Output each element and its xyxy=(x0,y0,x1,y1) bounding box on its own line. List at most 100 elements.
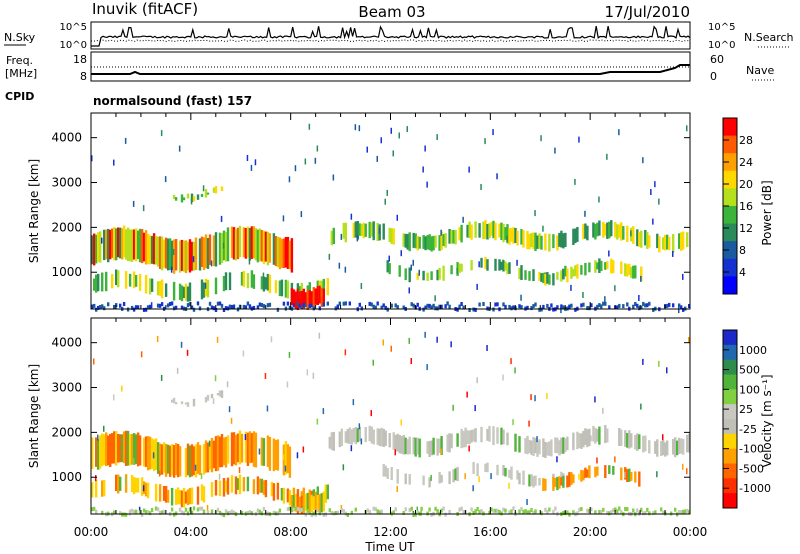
power-cell xyxy=(600,260,603,271)
velocity-cell xyxy=(528,474,531,487)
velocity-cell xyxy=(674,437,677,458)
power-cell xyxy=(516,230,519,246)
power-cell xyxy=(564,265,567,277)
power-cell xyxy=(172,281,176,301)
velocity-cell xyxy=(218,473,221,480)
velocity-cell xyxy=(384,430,387,446)
velocity-cell xyxy=(682,509,685,514)
velocity-cell xyxy=(226,477,230,495)
power-cell xyxy=(558,232,561,247)
velocity-cell xyxy=(512,506,515,511)
velocity-cell xyxy=(276,439,280,471)
velocity-cell xyxy=(536,440,539,457)
velocity-yticks: 1000 2000 3000 4000 xyxy=(51,336,690,484)
velocity-cell xyxy=(424,331,426,338)
power-cell xyxy=(452,230,455,244)
power-cell xyxy=(124,229,128,260)
velocity-cell xyxy=(332,431,335,451)
power-cell xyxy=(101,237,103,244)
velocity-cell xyxy=(158,443,162,475)
freq-tick-bottom: 8 xyxy=(80,70,87,83)
velocity-cell xyxy=(216,336,219,343)
velocity-cell xyxy=(662,434,664,441)
velocity-cell xyxy=(194,464,197,471)
power-cell xyxy=(158,280,162,296)
power-cell xyxy=(644,230,647,246)
power-cell xyxy=(105,271,108,292)
power-cell xyxy=(362,222,365,239)
power-cell xyxy=(430,305,433,310)
velocity-cell xyxy=(196,442,200,474)
velocity-cell xyxy=(214,479,218,496)
velocity-cell xyxy=(126,430,130,466)
power-cell xyxy=(492,129,494,136)
power-cell xyxy=(508,304,511,309)
velocity-cell xyxy=(686,468,688,475)
power-yticks: 1000 2000 3000 4000 xyxy=(51,131,690,279)
power-cell xyxy=(308,123,311,130)
velocity-cell xyxy=(286,488,290,503)
power-cell xyxy=(170,301,174,306)
velocity-cell xyxy=(272,510,276,515)
power-cell xyxy=(216,301,220,306)
nave-label: Nave xyxy=(746,64,774,77)
velocity-cell xyxy=(448,471,451,485)
power-cell xyxy=(460,224,463,243)
velocity-cell xyxy=(428,440,431,457)
power-cell xyxy=(524,270,527,280)
power-cell xyxy=(530,306,533,311)
velocity-cell xyxy=(238,474,242,495)
power-cell xyxy=(286,280,290,299)
power-cell xyxy=(119,303,122,308)
power-cell xyxy=(140,229,144,264)
velocity-cell xyxy=(328,436,331,449)
power-cell xyxy=(178,145,181,152)
power-cell xyxy=(532,232,535,249)
velocity-cell xyxy=(340,505,343,511)
power-cell xyxy=(344,222,347,243)
velocity-cell xyxy=(162,442,166,473)
velocity-cell xyxy=(462,431,465,448)
power-cell xyxy=(640,305,643,310)
power-cell xyxy=(610,220,613,237)
velocity-cell xyxy=(142,437,146,467)
power-cell xyxy=(462,305,465,310)
velocity-cell xyxy=(330,510,333,515)
power-cell xyxy=(200,193,204,197)
power-cell xyxy=(596,304,599,309)
velocity-cell xyxy=(526,510,529,515)
velocity-cell xyxy=(310,494,313,513)
power-cell xyxy=(510,227,513,242)
power-cell xyxy=(436,134,438,141)
power-cell xyxy=(121,228,124,260)
power-cell xyxy=(136,305,140,310)
power-cell xyxy=(132,271,136,289)
velocity-cell xyxy=(364,427,367,443)
power-cell xyxy=(494,258,497,271)
velocity-cell xyxy=(390,467,393,480)
power-cell xyxy=(560,304,563,309)
velocity-cell xyxy=(526,499,528,505)
velocity-cell xyxy=(524,438,527,454)
power-cell xyxy=(284,237,288,268)
velocity-cell xyxy=(160,510,164,515)
power-cell xyxy=(532,269,535,282)
velocity-cell xyxy=(556,456,558,463)
velocity-cell xyxy=(618,506,621,511)
power-cell xyxy=(99,305,102,309)
power-cell xyxy=(322,288,325,305)
power-cell xyxy=(158,303,162,308)
power-cell xyxy=(220,303,224,308)
velocity-cell xyxy=(382,464,385,477)
velocity-cell xyxy=(300,495,303,515)
power-cell xyxy=(103,306,106,311)
velocity-cell xyxy=(572,474,575,484)
velocity-cell xyxy=(572,432,575,451)
power-cell xyxy=(166,303,170,308)
power-cell xyxy=(218,232,222,265)
velocity-cell xyxy=(478,510,481,514)
velocity-cell xyxy=(113,431,116,464)
velocity-cell xyxy=(624,472,626,479)
power-cell xyxy=(306,289,309,310)
velocity-cell xyxy=(624,507,627,511)
